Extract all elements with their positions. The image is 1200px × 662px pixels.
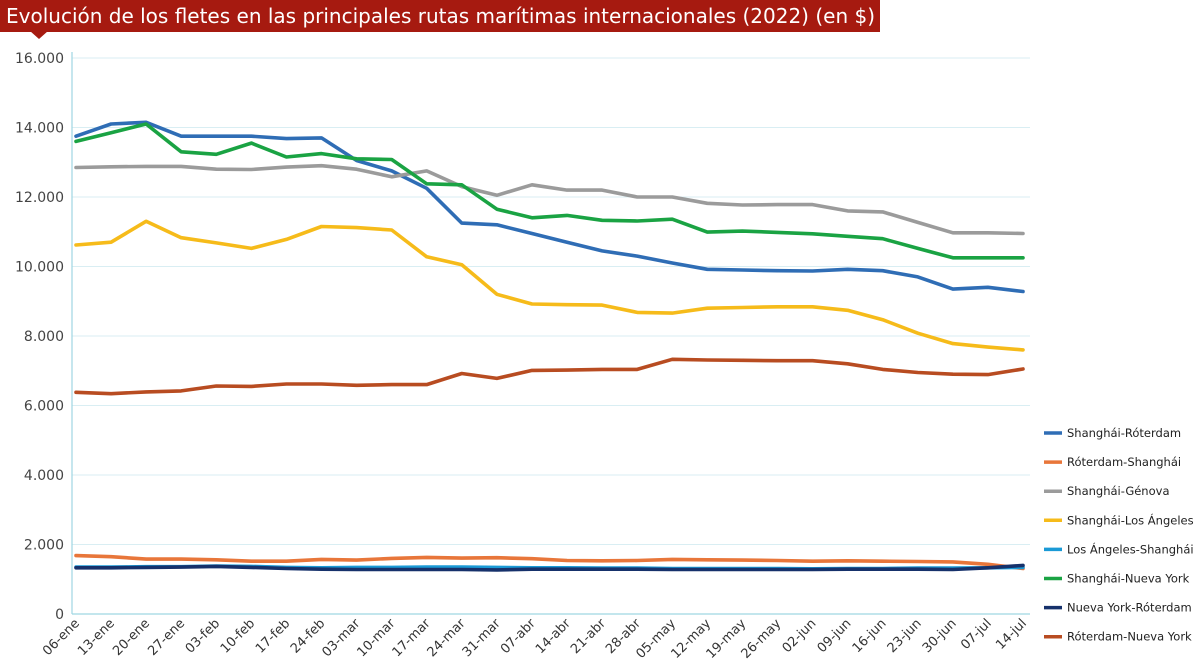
y-tick-label: 10.000 <box>15 260 64 276</box>
series-line <box>74 122 1025 260</box>
legend-label: Nueva York-Róterdam <box>1067 601 1192 615</box>
x-tick-label: 07-jul <box>958 616 995 653</box>
x-tick-label: 27-ene <box>145 616 188 659</box>
x-tick-label: 03-feb <box>183 616 223 656</box>
series-line <box>74 219 1025 352</box>
x-tick-label: 16-jun <box>850 616 890 656</box>
x-tick-label: 14-jul <box>993 616 1030 653</box>
x-tick-label: 23-jun <box>885 616 925 656</box>
legend-item: Róterdam-Nueva York <box>1044 630 1192 644</box>
series-lines <box>74 120 1025 572</box>
y-axis: 0 2.000 4.000 6.000 8.000 10.000 12.000 14.000 1… <box>15 51 73 623</box>
grid-lines <box>72 57 1030 545</box>
y-tick-label: 0 <box>55 607 64 623</box>
x-tick-label: 21-abr <box>568 616 609 657</box>
legend-item: Los Ángeles-Shanghái <box>1044 541 1194 556</box>
title-notch <box>30 31 48 39</box>
x-tick-label: 09-jun <box>815 616 855 656</box>
x-tick-label: 14-abr <box>533 616 574 657</box>
x-axis: 06-ene13-ene20-ene27-ene03-feb10-feb17-f… <box>40 613 1030 662</box>
y-tick-label: 8.000 <box>24 329 64 345</box>
series-line <box>74 120 1025 294</box>
x-tick-label: 13-ene <box>75 616 118 659</box>
y-tick-label: 14.000 <box>15 121 64 137</box>
y-tick-label: 2.000 <box>24 538 64 554</box>
legend-item: Róterdam-Shanghái <box>1044 455 1181 469</box>
legend-label: Shanghái-Nueva York <box>1067 572 1190 586</box>
legend-item: Nueva York-Róterdam <box>1044 601 1192 615</box>
y-tick-label: 4.000 <box>24 468 64 484</box>
chart-title: Evolución de los fletes en las principal… <box>0 0 880 32</box>
series-line <box>74 163 1025 236</box>
legend-label: Los Ángeles-Shanghái <box>1067 541 1194 556</box>
series-line <box>74 563 1025 572</box>
x-tick-label: 10-feb <box>218 616 258 656</box>
x-tick-label: 07-abr <box>498 616 539 657</box>
series-line <box>74 553 1025 571</box>
series-line <box>74 357 1025 396</box>
x-tick-label: 26-may <box>739 616 785 662</box>
x-tick-label: 31-mar <box>460 616 504 660</box>
legend-label: Shanghái-Róterdam <box>1067 426 1181 440</box>
legend-item: Shanghái-Génova <box>1044 484 1170 498</box>
legend-label: Róterdam-Shanghái <box>1067 455 1181 469</box>
legend-item: Shanghái-Nueva York <box>1044 572 1190 586</box>
legend-label: Róterdam-Nueva York <box>1067 630 1192 644</box>
legend-label: Shanghái-Los Ángeles <box>1067 512 1194 527</box>
x-tick-label: 20-ene <box>110 616 153 659</box>
legend-item: Shanghái-Róterdam <box>1044 426 1181 440</box>
x-tick-label: 30-jun <box>920 616 960 656</box>
legend: Shanghái-Róterdam Róterdam-Shanghái Shangh… <box>1044 426 1194 644</box>
x-tick-label: 02-jun <box>780 616 820 656</box>
legend-item: Shanghái-Los Ángeles <box>1044 512 1194 527</box>
y-tick-label: 12.000 <box>15 190 64 206</box>
x-tick-label: 17-feb <box>253 616 293 656</box>
y-tick-label: 6.000 <box>24 399 64 415</box>
legend-label: Shanghái-Génova <box>1067 484 1170 498</box>
y-tick-label: 16.000 <box>15 51 64 67</box>
